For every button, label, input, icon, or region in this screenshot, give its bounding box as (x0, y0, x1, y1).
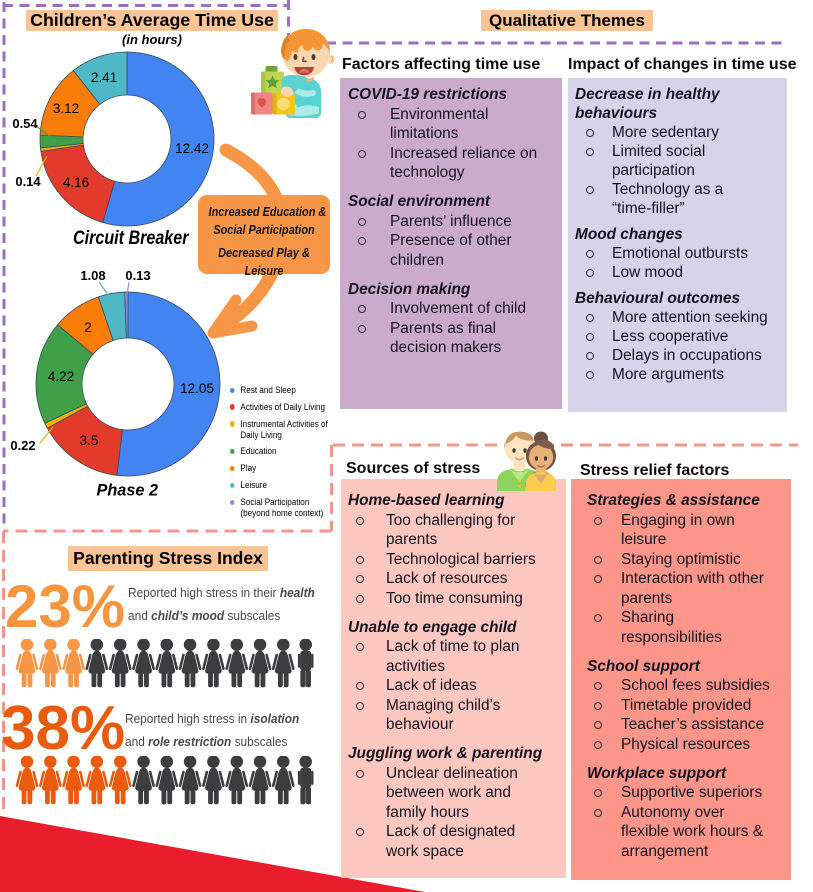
svg-text:2.41: 2.41 (91, 70, 117, 85)
svg-text:1.08: 1.08 (80, 268, 105, 283)
svg-text:12.42: 12.42 (175, 141, 209, 156)
svg-text:2: 2 (84, 320, 92, 335)
svg-text:0.22: 0.22 (10, 438, 35, 453)
svg-text:0.14: 0.14 (15, 174, 41, 189)
svg-text:4.16: 4.16 (63, 175, 89, 190)
svg-text:4.22: 4.22 (48, 369, 74, 384)
svg-text:12.05: 12.05 (180, 381, 214, 396)
svg-text:3.5: 3.5 (80, 433, 99, 448)
svg-text:Phase 2: Phase 2 (97, 481, 159, 500)
svg-text:3.12: 3.12 (53, 101, 79, 116)
svg-text:Circuit Breaker: Circuit Breaker (73, 228, 190, 249)
svg-text:0.13: 0.13 (125, 268, 150, 283)
svg-text:0.54: 0.54 (12, 116, 38, 131)
